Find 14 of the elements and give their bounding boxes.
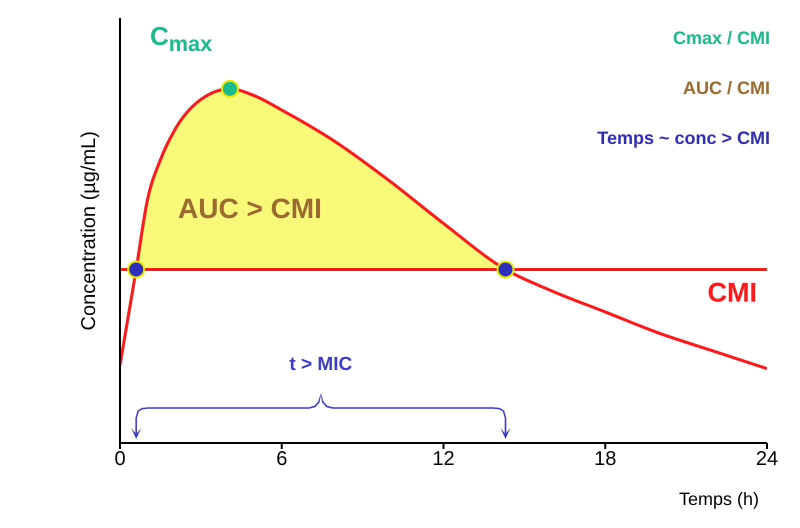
annotation: AUC > CMI (178, 193, 322, 225)
x-tick-label: 24 (756, 448, 778, 470)
x-tick-label: 0 (114, 448, 126, 470)
annotation: t > MIC (288, 354, 354, 376)
ref-line-label: CMI (708, 277, 757, 308)
x-tick-label: 6 (276, 448, 288, 470)
x-tick-label: 12 (432, 448, 455, 470)
annotation: Temps ~ conc > CMI (596, 128, 770, 149)
annotation: AUC / CMI (682, 78, 770, 99)
y-axis-title: Concentration (µg/mL) (78, 131, 100, 330)
x-tick-label: 18 (594, 448, 616, 470)
x-axis-title: Temps (h) (678, 489, 759, 509)
annotation: C$_{max}$ (150, 20, 212, 58)
text: Cmax / CMI (672, 28, 770, 49)
